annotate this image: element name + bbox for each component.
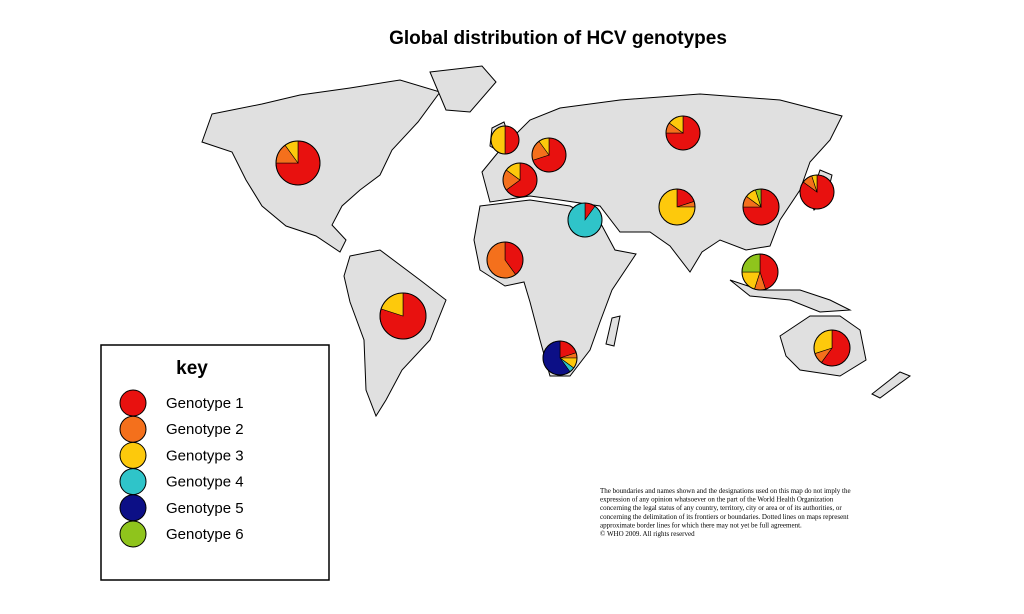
pie-outline bbox=[486, 241, 524, 279]
pie bbox=[502, 162, 538, 198]
pie-outline bbox=[567, 202, 603, 238]
disclaimer-line: expression of any opinion whatsoever on … bbox=[600, 496, 834, 504]
legend-swatch bbox=[119, 468, 147, 496]
legend-swatch bbox=[119, 441, 147, 469]
disclaimer-line: concerning the legal status of any count… bbox=[600, 504, 842, 512]
legend-swatch bbox=[119, 415, 147, 443]
pie-outline bbox=[490, 125, 520, 155]
new-zealand bbox=[871, 371, 912, 399]
greenland bbox=[429, 65, 497, 113]
pie-outline bbox=[742, 188, 780, 226]
pie bbox=[665, 115, 701, 151]
legend: Genotype 1 Genotype 2 Genotype 3 Genotype 4… bbox=[119, 389, 244, 548]
pie bbox=[658, 188, 696, 226]
map-title: Global distribution of HCV genotypes bbox=[389, 28, 727, 49]
legend-label: Genotype 6 bbox=[166, 526, 244, 543]
pie-outline bbox=[379, 292, 427, 340]
pie-outline bbox=[741, 253, 779, 291]
pie-outline bbox=[542, 340, 578, 376]
pie-outline bbox=[813, 329, 851, 367]
legend-swatch bbox=[119, 494, 147, 522]
pie bbox=[490, 125, 520, 155]
pie bbox=[567, 202, 603, 238]
pie-outline bbox=[531, 137, 567, 173]
disclaimer-line: concerning the delimitation of its front… bbox=[600, 513, 849, 521]
legend-label: Genotype 2 bbox=[166, 421, 244, 438]
pie bbox=[486, 241, 524, 279]
pie bbox=[379, 292, 427, 340]
disclaimer-line: © WHO 2009. All rights reserved bbox=[600, 530, 695, 538]
pie bbox=[531, 137, 567, 173]
disclaimer-line: The boundaries and names shown and the d… bbox=[600, 487, 851, 495]
pie-outline bbox=[658, 188, 696, 226]
legend-label: Genotype 3 bbox=[166, 447, 244, 464]
indonesia bbox=[729, 279, 852, 313]
disclaimer-line: approximate border lines for which there… bbox=[600, 521, 802, 529]
pie-outline bbox=[275, 140, 321, 186]
legend-title: key bbox=[176, 358, 208, 379]
pie-outline bbox=[799, 174, 835, 210]
legend-swatch bbox=[119, 520, 147, 548]
pie bbox=[813, 329, 851, 367]
disclaimer: The boundaries and names shown and the d… bbox=[600, 487, 851, 538]
legend-label: Genotype 5 bbox=[166, 500, 244, 517]
pie bbox=[542, 340, 578, 376]
pie-outline bbox=[502, 162, 538, 198]
pie bbox=[799, 174, 835, 210]
pie bbox=[275, 140, 321, 186]
legend-label: Genotype 1 bbox=[166, 395, 244, 412]
pie bbox=[742, 188, 780, 226]
pie-charts bbox=[275, 115, 851, 376]
eurasia bbox=[481, 93, 843, 273]
legend-label: Genotype 4 bbox=[166, 474, 244, 491]
pie bbox=[741, 253, 779, 291]
madagascar bbox=[605, 315, 621, 347]
north-america bbox=[201, 79, 441, 253]
pie-outline bbox=[665, 115, 701, 151]
legend-swatch bbox=[119, 389, 147, 417]
